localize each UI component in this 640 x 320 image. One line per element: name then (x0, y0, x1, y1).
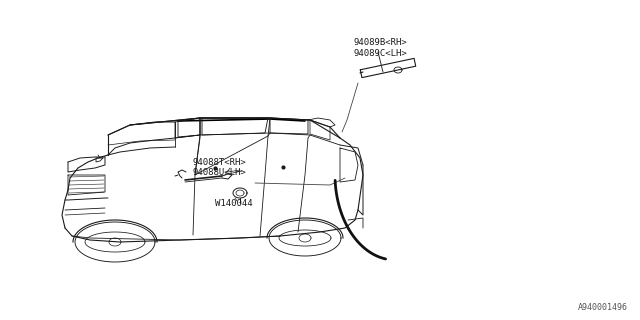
Text: 94089C<LH>: 94089C<LH> (353, 49, 407, 58)
Text: 94089B<RH>: 94089B<RH> (353, 37, 407, 46)
Text: 94088T<RH>: 94088T<RH> (192, 157, 246, 166)
Text: 94088U<LH>: 94088U<LH> (192, 167, 246, 177)
Text: W140044: W140044 (215, 198, 253, 207)
Text: A940001496: A940001496 (578, 303, 628, 312)
